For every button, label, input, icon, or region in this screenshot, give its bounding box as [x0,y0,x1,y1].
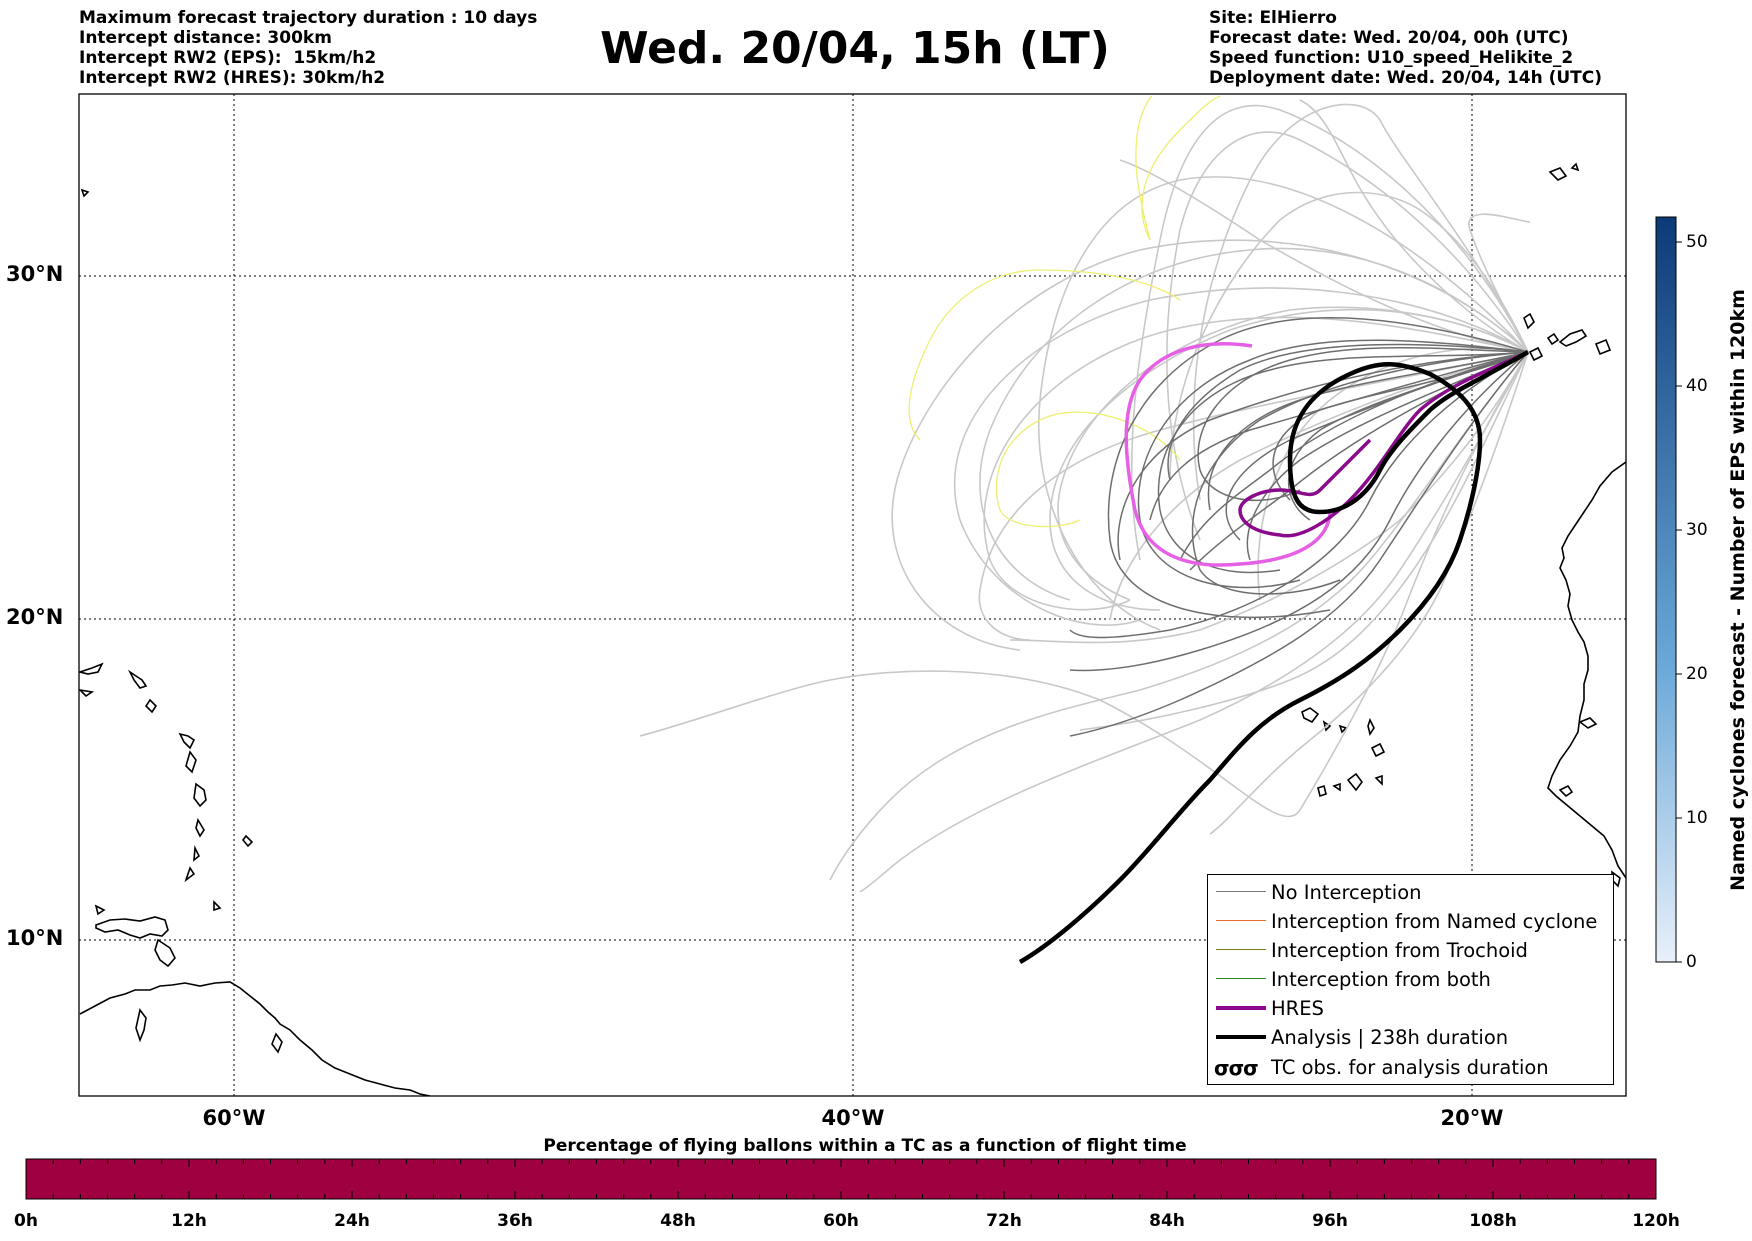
time-tick-label: 12h [171,1211,207,1231]
time-tick-label: 84h [1149,1211,1185,1231]
header-speed-function: Speed function: U10_speed_Helikite_2 [1209,48,1574,68]
tc-symbol-icon: σσσ [1214,1056,1259,1080]
colorbar-tick-label: 20 [1686,664,1708,684]
time-tick-label: 60h [823,1211,859,1231]
legend-item-tc-obs: σσσ TC obs. for analysis duration [1208,1056,1613,1080]
legend-label: TC obs. for analysis duration [1271,1056,1549,1079]
lon-label-60w: 60°W [202,1106,266,1130]
page-title: Wed. 20/04, 15h (LT) [600,23,1110,74]
time-bar-minor-ticks [52,1159,1630,1199]
lat-label-30n: 30°N [6,262,64,286]
time-tick-label: 0h [14,1211,38,1231]
legend-swatch-both [1216,978,1266,979]
lon-label-20w: 20°W [1440,1106,1504,1130]
header-max-duration: Maximum forecast trajectory duration : 1… [79,8,538,28]
legend-item-analysis: Analysis | 238h duration [1208,1026,1613,1050]
lat-label-10n: 10°N [6,926,64,950]
header-left-info: Maximum forecast trajectory duration : 1… [79,8,537,88]
legend-swatch-named-cyclone [1216,920,1266,921]
lon-label-40w: 40°W [821,1106,885,1130]
colorbar-ticks [1676,241,1682,963]
colorbar-tick-label: 10 [1686,808,1708,828]
analysis-trajectory [1018,350,1530,964]
header-forecast-date: Forecast date: Wed. 20/04, 00h (UTC) [1209,28,1569,48]
colorbar-tick-label: 40 [1686,376,1708,396]
legend-item-trochoid: Interception from Trochoid [1208,939,1613,963]
legend-item-both: Interception from both [1208,968,1613,992]
colorbar-tick-label: 0 [1686,952,1697,972]
header-intercept-distance: Intercept distance: 300km [79,28,332,48]
header-right-info: Site: ElHierro Forecast date: Wed. 20/04… [1209,8,1602,88]
legend-label: No Interception [1271,881,1422,904]
legend-item-no-interception: No Interception [1208,881,1613,905]
header-intercept-rw2-eps: Intercept RW2 (EPS): 15km/h2 [79,48,377,68]
legend-swatch-trochoid [1216,949,1266,950]
header-deployment-date: Deployment date: Wed. 20/04, 14h (UTC) [1209,68,1603,88]
time-tick-label: 96h [1312,1211,1348,1231]
legend-item-named-cyclone: Interception from Named cyclone [1208,910,1613,934]
legend-swatch-hres [1216,1006,1266,1010]
eps-trajectories-light-yellow [908,95,1221,528]
legend-swatch-analysis [1216,1035,1266,1039]
hres-trajectory [1238,350,1529,538]
legend-box: No Interception Interception from Named … [1207,874,1614,1085]
legend-swatch-no-interception [1216,891,1266,892]
eps-trajectories-no-interception-dark [1069,316,1529,737]
lat-label-20n: 20°N [6,605,64,629]
legend-label: HRES [1271,997,1324,1020]
legend-label: Interception from Trochoid [1271,939,1528,962]
colorbar-tick-label: 30 [1686,520,1708,540]
time-tick-label: 108h [1469,1211,1517,1231]
colorbar-label: Named cyclones forecast - Number of EPS … [1727,289,1749,891]
legend-label: Analysis | 238h duration [1271,1026,1509,1049]
legend-label: Interception from both [1271,968,1491,991]
header-intercept-rw2-hres: Intercept RW2 (HRES): 30km/h2 [79,68,386,88]
legend-label: Interception from Named cyclone [1271,910,1598,933]
header-site: Site: ElHierro [1209,8,1337,28]
time-tick-label: 36h [497,1211,533,1231]
coastline-caribbean [79,188,431,1096]
eps-trajectories-no-interception-light [639,99,1531,893]
hres-trajectory-pink [1124,342,1332,567]
time-tick-label: 72h [986,1211,1022,1231]
coastline-atlantic-islands [1301,162,1612,798]
legend-item-hres: HRES [1208,997,1613,1021]
time-bar-title: Percentage of flying ballons within a TC… [543,1136,1187,1156]
time-tick-label: 24h [334,1211,370,1231]
colorbar-named-cyclones [1655,216,1677,963]
time-tick-label: 120h [1632,1211,1680,1231]
time-tick-label: 48h [660,1211,696,1231]
colorbar-tick-label: 50 [1686,232,1708,252]
